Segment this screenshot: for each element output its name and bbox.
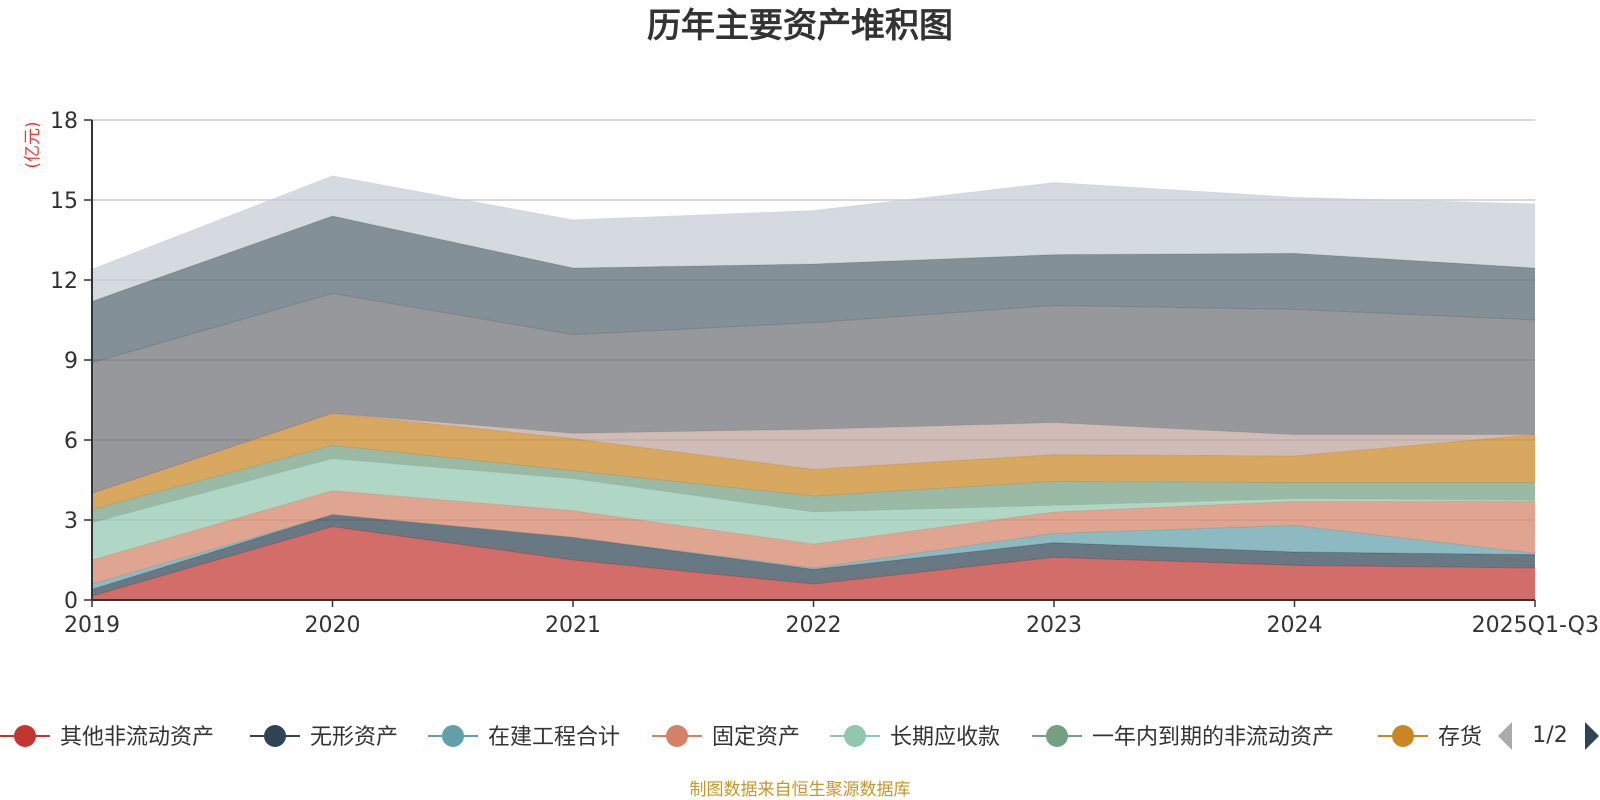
chart-title: 历年主要资产堆积图 [647, 6, 953, 46]
area-series-5 [92, 445, 1535, 523]
legend-item[interactable]: 长期应收款 [830, 725, 1000, 750]
legend-marker-icon [1392, 725, 1414, 747]
area-series-7 [92, 413, 1535, 494]
legend-item[interactable]: 无形资产 [250, 725, 398, 750]
area-series-group [91, 175, 1536, 600]
area-series-10 [92, 176, 1535, 302]
y-tick-label: 15 [50, 189, 78, 214]
area-series-0 [92, 526, 1535, 600]
source-note: 制图数据来自恒生聚源数据库 [690, 780, 911, 800]
area-series-8 [92, 293, 1535, 494]
x-tick-label: 2019 [64, 613, 120, 638]
area-series-9 [92, 216, 1535, 363]
legend-label: 在建工程合计 [488, 725, 620, 750]
legend-item[interactable]: 一年内到期的非流动资产 [1032, 725, 1334, 750]
legend-pager: 1/2 [1498, 722, 1599, 750]
x-axis-ticks: 2019 2020 2021 2022 2023 2024 2025Q1-Q3 [64, 600, 1599, 638]
legend-marker-icon [1046, 725, 1068, 747]
x-tick-label: 2024 [1267, 613, 1323, 638]
y-tick-label: 18 [50, 109, 78, 134]
legend-marker-icon [666, 725, 688, 747]
legend-label: 其他非流动资产 [60, 725, 214, 750]
legend-item[interactable]: 固定资产 [652, 725, 800, 750]
x-tick-label: 2022 [786, 613, 842, 638]
legend-marker-icon [844, 725, 866, 747]
x-tick-label: 2025Q1-Q3 [1472, 613, 1599, 638]
legend-item[interactable]: 在建工程合计 [428, 725, 620, 750]
legend-label: 无形资产 [310, 725, 398, 750]
area-series-top-line-10 [91, 175, 1536, 270]
y-tick-label: 12 [50, 269, 78, 294]
legend-label: 存货 [1438, 725, 1482, 750]
legend-label: 长期应收款 [890, 725, 1000, 750]
area-series-1 [92, 514, 1535, 596]
y-tick-label: 9 [64, 349, 78, 374]
legend-label: 固定资产 [712, 725, 800, 750]
area-series-6 [92, 413, 1535, 510]
legend-item[interactable]: 其他非流动资产 [0, 725, 214, 750]
legend-next-page-icon[interactable] [1585, 722, 1599, 750]
y-tick-label: 6 [64, 429, 78, 454]
y-axis-unit-label: (亿元) [23, 121, 43, 168]
legend-prev-page-icon[interactable] [1498, 722, 1512, 750]
legend-marker-icon [442, 725, 464, 747]
legend: 其他非流动资产 无形资产 在建工程合计 固定资产 长期应收款 一年内到期的非流动资产 存货 [0, 725, 1482, 750]
y-tick-label: 0 [64, 589, 78, 614]
x-tick-label: 2023 [1026, 613, 1082, 638]
legend-item[interactable]: 存货 [1378, 725, 1482, 750]
area-series-2 [92, 514, 1535, 590]
legend-marker-icon [14, 725, 36, 747]
y-axis-ticks: 0 3 6 9 12 15 18 [50, 109, 92, 614]
legend-marker-icon [264, 725, 286, 747]
x-tick-label: 2020 [305, 613, 361, 638]
area-series-4 [92, 458, 1535, 560]
y-tick-label: 3 [64, 509, 78, 534]
area-series-3 [92, 490, 1535, 584]
legend-label: 一年内到期的非流动资产 [1092, 725, 1334, 750]
x-tick-label: 2021 [545, 613, 601, 638]
legend-page-indicator: 1/2 [1532, 723, 1567, 748]
